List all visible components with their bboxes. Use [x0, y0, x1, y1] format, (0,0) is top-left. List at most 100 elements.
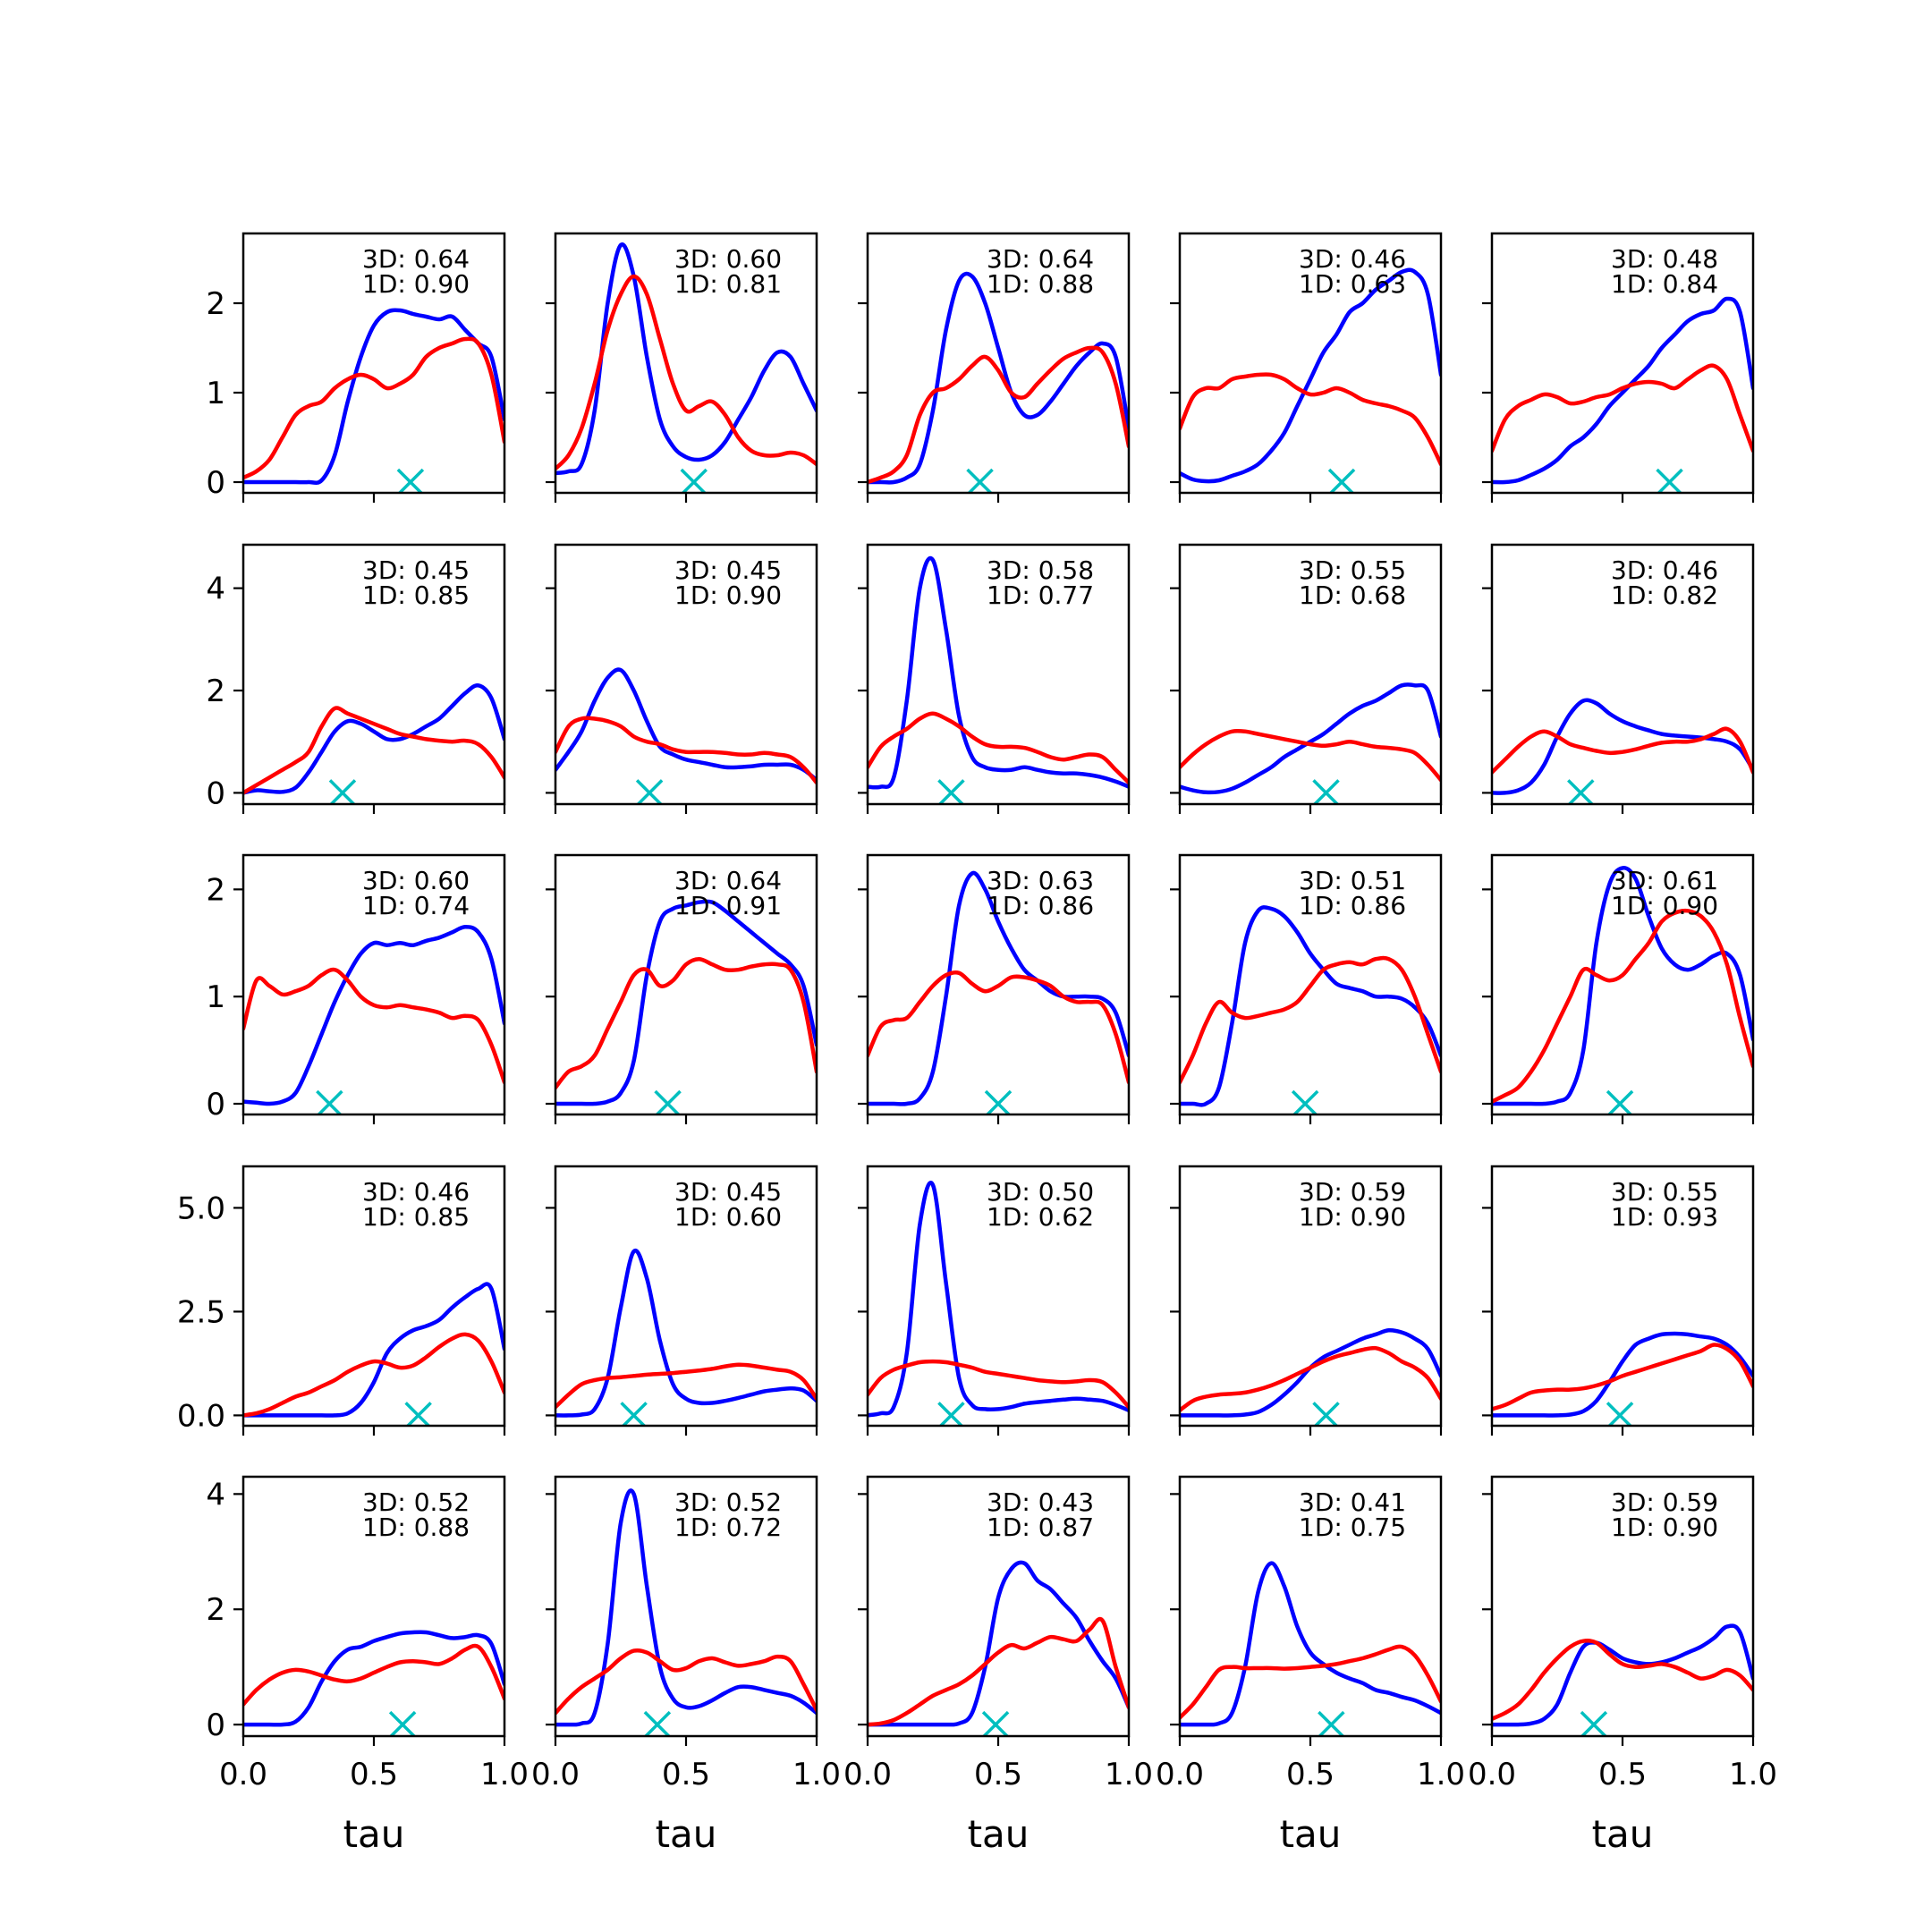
red-curve [868, 970, 1129, 1085]
x-marker-stroke [1328, 468, 1356, 493]
subplot-plot-area [243, 682, 504, 804]
blue-curve [1492, 296, 1753, 485]
red-curve [243, 706, 504, 795]
annotation-3d: 3D: 0.58 [987, 555, 1094, 585]
red-curve [555, 956, 817, 1090]
annotation-3d: 3D: 0.45 [674, 1177, 782, 1207]
x-axis-label: tau [343, 1812, 405, 1856]
red-curve [868, 1616, 1129, 1727]
red-curve [1180, 1644, 1441, 1720]
x-marker [620, 1402, 648, 1426]
x-axis-label: tau [968, 1812, 1030, 1856]
x-marker-stroke [1312, 779, 1340, 804]
red-curve [1492, 1639, 1753, 1721]
x-marker-stroke [1607, 1402, 1634, 1426]
annotation-1d: 1D: 0.85 [362, 580, 470, 610]
subplot-plot-area [1492, 1331, 1753, 1426]
x-marker [328, 779, 357, 804]
x-marker [680, 468, 708, 493]
red-curve [555, 274, 817, 471]
annotation-3d: 3D: 0.50 [987, 1177, 1094, 1207]
annotation-3d: 3D: 0.45 [362, 555, 470, 585]
subplot-frame [242, 232, 506, 495]
subplot-frame [866, 1475, 1131, 1738]
red-curve [555, 1648, 817, 1716]
annotation-1d: 1D: 0.91 [674, 891, 782, 920]
blue-curve [1492, 1331, 1753, 1418]
subplot-frame [1178, 232, 1443, 495]
blue-curve [1492, 1623, 1753, 1727]
subplot-plot-area [1492, 698, 1753, 804]
x-marker [1291, 1089, 1319, 1114]
blue-curve [1180, 267, 1441, 484]
annotation-3d: 3D: 0.61 [1611, 866, 1718, 895]
x-tick-label: 1.0 [792, 1757, 841, 1792]
subplot-plot-area [868, 1181, 1129, 1426]
x-marker-stroke [1318, 1710, 1345, 1736]
red-curve [868, 345, 1129, 485]
x-marker-stroke [643, 1710, 672, 1736]
x-axis-label: tau [1592, 1812, 1654, 1856]
x-tick-label: 1.0 [1105, 1757, 1153, 1792]
annotation-3d: 3D: 0.64 [362, 244, 470, 274]
subplot-plot-area [868, 271, 1129, 493]
blue-curve [243, 925, 504, 1106]
blue-curve [868, 555, 1129, 790]
subplot-frame [554, 1165, 818, 1428]
subplot-frame [554, 543, 818, 806]
annotation-1d: 1D: 0.90 [1611, 891, 1718, 920]
y-tick-label: 2 [206, 286, 225, 322]
annotation-1d: 1D: 0.90 [674, 580, 782, 610]
x-marker-stroke [967, 468, 994, 493]
annotation-3d: 3D: 0.64 [674, 866, 782, 895]
annotation-1d: 1D: 0.88 [987, 269, 1094, 299]
subplot-frame [242, 853, 506, 1116]
annotation-1d: 1D: 0.82 [1611, 580, 1718, 610]
subplot-plot-area [1180, 267, 1441, 493]
x-marker [316, 1089, 343, 1114]
annotation-3d: 3D: 0.46 [1611, 555, 1718, 585]
x-marker [404, 1402, 432, 1426]
annotation-3d: 3D: 0.59 [1299, 1177, 1406, 1207]
y-tick-label: 4 [206, 572, 225, 607]
x-marker [388, 1710, 417, 1736]
red-curve [1180, 372, 1441, 467]
subplot-frame [1178, 543, 1443, 806]
subplot-plot-area [1492, 296, 1753, 493]
x-tick-label: 0.5 [662, 1757, 710, 1792]
subplot-frame [1490, 1475, 1755, 1738]
x-marker [1606, 1402, 1634, 1426]
x-tick-label: 1.0 [1417, 1757, 1465, 1792]
subplot-frame [242, 543, 506, 806]
annotation-3d: 3D: 0.48 [1611, 244, 1718, 274]
subplot-plot-area [1492, 866, 1753, 1114]
annotation-1d: 1D: 0.74 [362, 891, 470, 920]
y-tick-label: 0.0 [177, 1398, 225, 1434]
subplot-frame [554, 1475, 818, 1738]
x-marker-stroke [985, 1089, 1013, 1114]
blue-curve [868, 1181, 1129, 1418]
x-marker [635, 779, 664, 804]
red-curve [243, 1332, 504, 1418]
x-tick-label: 0.5 [974, 1757, 1022, 1792]
red-curve [243, 967, 504, 1085]
x-tick-label: 0.0 [843, 1757, 892, 1792]
x-marker-stroke [621, 1402, 648, 1426]
annotation-3d: 3D: 0.41 [1299, 1487, 1406, 1517]
x-marker [1312, 1402, 1340, 1426]
red-curve [868, 1359, 1129, 1410]
subplot-frame [1490, 232, 1755, 495]
blue-curve [555, 667, 817, 783]
x-marker-stroke [1657, 468, 1683, 493]
subplot-plot-area [1180, 1561, 1441, 1736]
